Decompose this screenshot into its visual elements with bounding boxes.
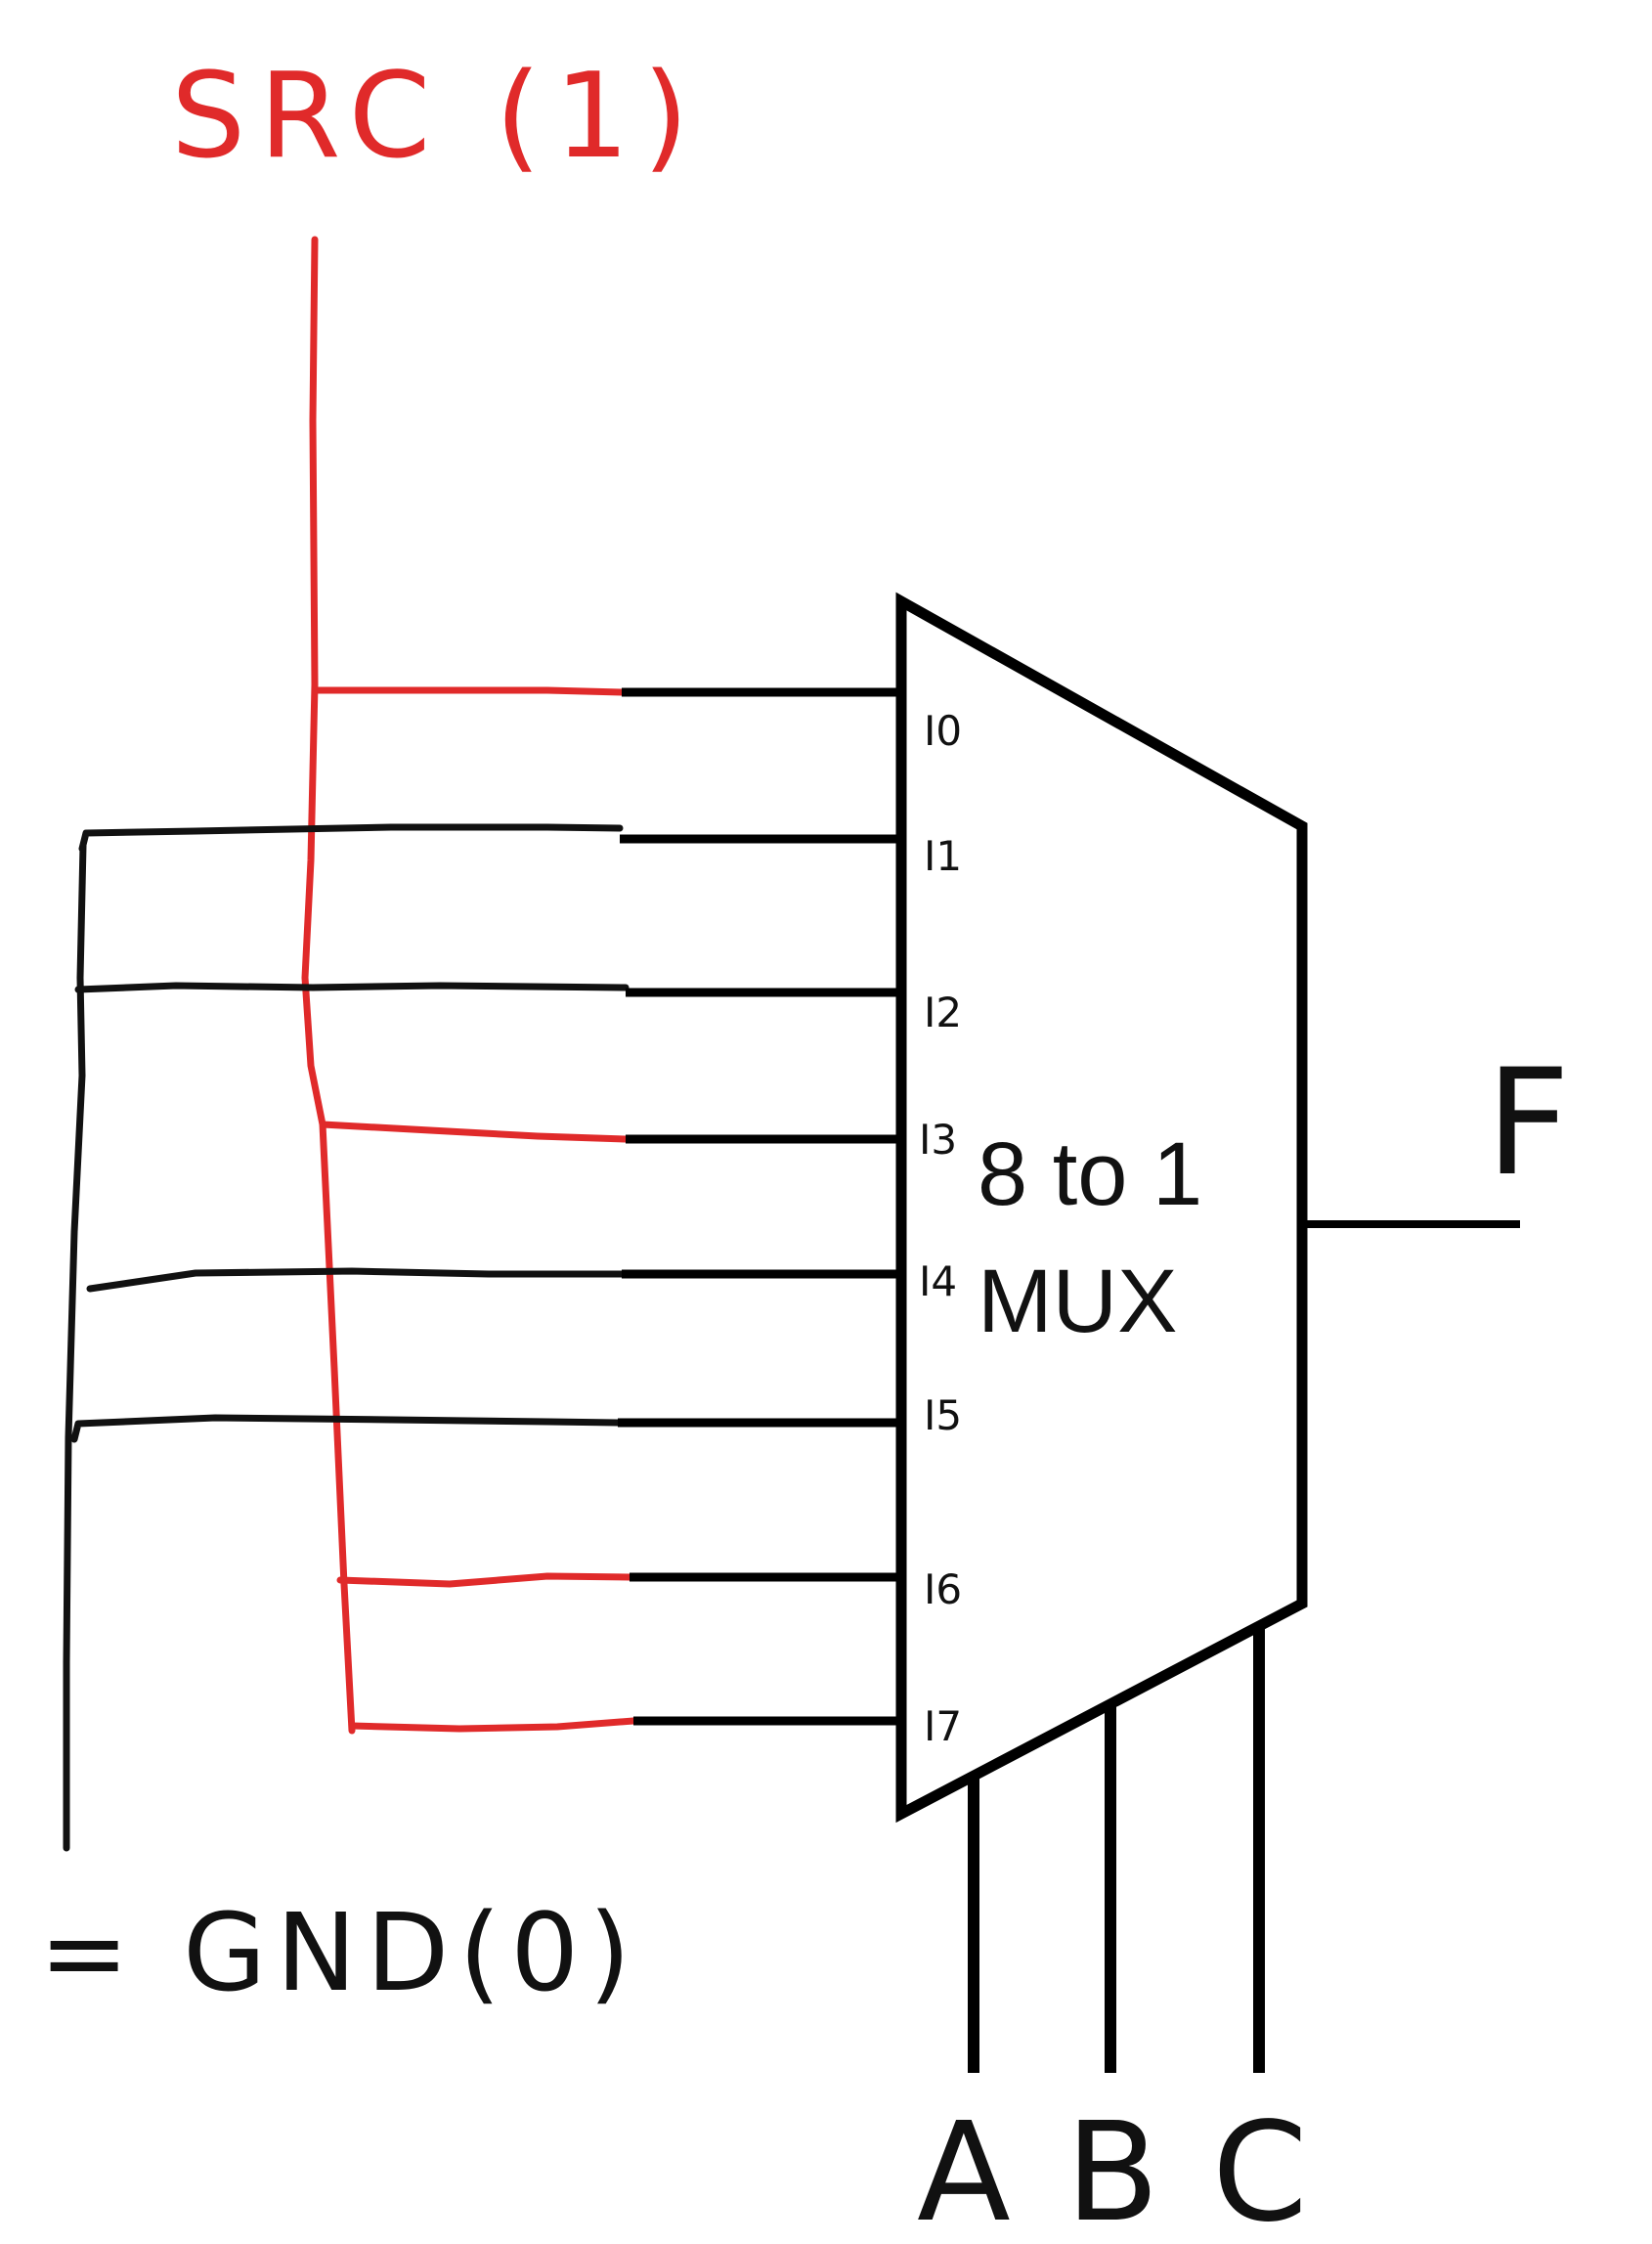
mux-body [895,592,1308,1824]
wire-gnd-to-i5 [70,1414,622,1443]
select-label-b: B [1065,2093,1159,2244]
pin-label-i5: I5 [924,1391,962,1439]
pin-label-i6: I6 [924,1565,962,1613]
wire-src-to-i6 [336,1572,633,1588]
source-bus [301,236,356,1735]
pin-label-i3: I3 [919,1116,957,1164]
select-label-a: A [917,2093,1011,2244]
mux-title-line1: 8 to 1 [978,1124,1202,1224]
source-label: SRC (1) [171,49,703,185]
select-label-c: C [1212,2093,1308,2244]
wire-gnd-to-i1 [78,823,624,853]
pin-label-i4: I4 [919,1257,957,1305]
ground-bus [63,842,87,1852]
ground-label: = GND(0) [39,1890,640,2015]
pin-label-i7: I7 [924,1702,962,1750]
wire-gnd-to-i4 [86,1267,626,1293]
wire-src-to-i0 [311,686,626,696]
wire-src-to-i7 [348,1717,637,1733]
wire-gnd-to-i2 [74,982,630,993]
pin-label-i2: I2 [924,989,962,1036]
mux-title-line2: MUX [978,1252,1177,1351]
wire-src-to-i3 [319,1121,630,1143]
output-label: F [1486,1038,1570,1209]
pin-label-i1: I1 [924,832,962,880]
pin-label-i0: I0 [924,707,962,755]
